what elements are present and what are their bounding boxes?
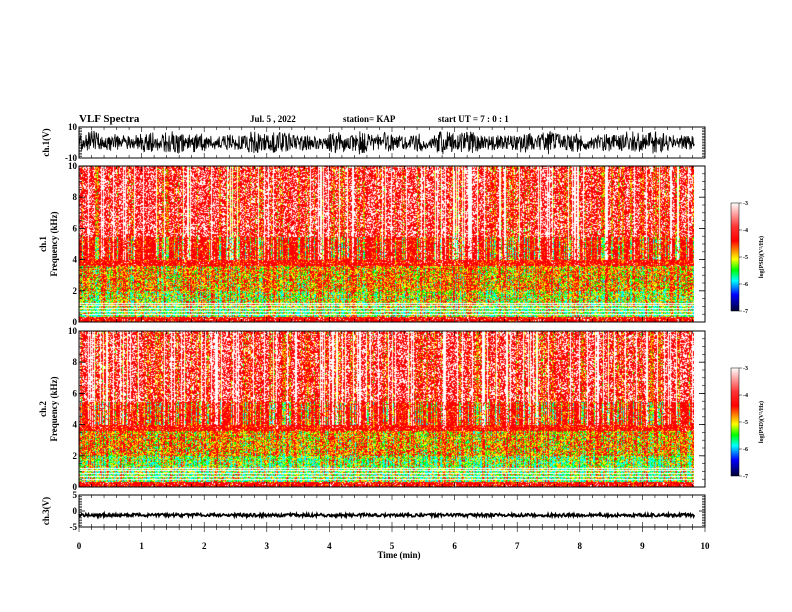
colorbar-tick-label: -7 (743, 474, 748, 480)
colorbar-tick-label: -5 (743, 255, 748, 261)
date-label: Jul. 5 , 2022 (250, 114, 296, 124)
x-tick-label: 7 (515, 541, 520, 551)
ch2-spectrogram-image (79, 331, 694, 487)
y-tick-label: 2 (73, 286, 78, 296)
y-tick-label: 10 (68, 161, 78, 171)
ch2-spectrogram-panel: 0 2 4 6 8 10 ch.2 Frequency (kHz) (38, 326, 706, 492)
y-tick-label: 0 (73, 506, 78, 516)
start-ut-label: start UT = 7 : 0 : 1 (438, 114, 509, 124)
chart-title: VLF Spectra (79, 113, 140, 125)
x-tick-label: 6 (452, 541, 457, 551)
station-label: station= KAP (343, 114, 396, 124)
ch1-colorbar-label: log(PSD)(V²/Hz) (758, 236, 765, 278)
x-axis-label: Time (min) (377, 550, 420, 560)
y-tick-label: 0 (73, 317, 78, 327)
x-tick-label: 4 (327, 541, 332, 551)
ch1-colorbar-ticks: -3 -4 -5 -6 -7 (739, 201, 748, 315)
ch2-spectrogram-plot (79, 331, 694, 487)
y-tick-label: -10 (65, 153, 77, 163)
y-tick-label: 4 (73, 255, 78, 265)
ch1-spectrogram-ylabel-frequency: Frequency (kHz) (49, 211, 59, 276)
y-tick-label: 10 (68, 326, 78, 336)
ch3-waveform-y-ticks: 5 0 -5 (70, 490, 705, 532)
ch2-colorbar-label: log(PSD)(V²/Hz) (758, 401, 765, 443)
y-tick-label: -5 (70, 522, 78, 532)
ch2-spectrogram-ylabel-channel: ch.2 (38, 401, 48, 417)
ch3-waveform-ylabel: ch.3(V) (41, 497, 51, 525)
ch1-spectrogram-y-ticks: 0 2 4 6 8 10 (68, 161, 705, 327)
colorbar-tick-label: -3 (743, 366, 748, 372)
ch1-colorbar: -3 -4 -5 -6 -7 log(PSD)(V²/Hz) (730, 201, 765, 315)
x-tick-label: 10 (701, 541, 711, 551)
ch1-spectrogram-image (79, 166, 694, 322)
ch3-waveform-panel: 5 0 -5 ch.3(V) (41, 490, 706, 532)
y-tick-label: 8 (73, 192, 78, 202)
y-tick-label: 6 (73, 388, 78, 398)
colorbar-tick-label: -6 (743, 447, 748, 453)
ch2-colorbar: -3 -4 -5 -6 -7 log(PSD)(V²/Hz) (730, 366, 765, 480)
ch1-waveform-panel: 10 -10 ch.1(V) (41, 122, 706, 163)
x-tick-label: 8 (578, 541, 583, 551)
y-tick-label: 0 (73, 482, 78, 492)
y-tick-label: 2 (73, 451, 78, 461)
ch2-colorbar-scale (730, 367, 740, 477)
y-tick-label: 10 (68, 122, 78, 132)
ch2-spectrogram-y-ticks: 0 2 4 6 8 10 (68, 326, 705, 492)
y-tick-label: 6 (73, 223, 78, 233)
x-tick-label: 2 (202, 541, 207, 551)
x-axis-ticks: 0 1 2 3 4 5 6 7 8 9 10 (77, 127, 710, 551)
ch1-spectrogram-ylabel-channel: ch.1 (38, 236, 48, 252)
ch1-spectrogram-plot (79, 166, 694, 322)
ch1-waveform-y-ticks: 10 -10 (65, 122, 705, 163)
ch1-waveform-ylabel: ch.1(V) (41, 128, 51, 156)
colorbar-tick-label: -3 (743, 201, 748, 207)
y-tick-label: 4 (73, 420, 78, 430)
x-tick-label: 3 (265, 541, 270, 551)
y-tick-label: 8 (73, 357, 78, 367)
colorbar-tick-label: -7 (743, 309, 748, 315)
colorbar-tick-label: -4 (743, 393, 748, 399)
x-tick-label: 9 (640, 541, 645, 551)
ch1-waveform-plot (78, 130, 695, 155)
y-tick-label: 5 (73, 490, 78, 500)
colorbar-tick-label: -4 (743, 228, 748, 234)
ch2-spectrogram-ylabel-frequency: Frequency (kHz) (49, 376, 59, 441)
x-tick-label: 5 (390, 541, 395, 551)
ch2-colorbar-ticks: -3 -4 -5 -6 -7 (739, 366, 748, 480)
ch1-waveform-trace (78, 130, 695, 155)
x-tick-label: 1 (139, 541, 144, 551)
colorbar-tick-label: -5 (743, 420, 748, 426)
colorbar-tick-label: -6 (743, 282, 748, 288)
ch3-waveform-plot (78, 510, 696, 520)
ch1-spectrogram-panel: 0 2 4 6 8 10 ch.1 Frequency (kHz) (38, 161, 706, 327)
ch1-colorbar-scale (730, 202, 740, 312)
ch3-waveform-trace (78, 510, 696, 520)
x-tick-label: 0 (77, 541, 82, 551)
